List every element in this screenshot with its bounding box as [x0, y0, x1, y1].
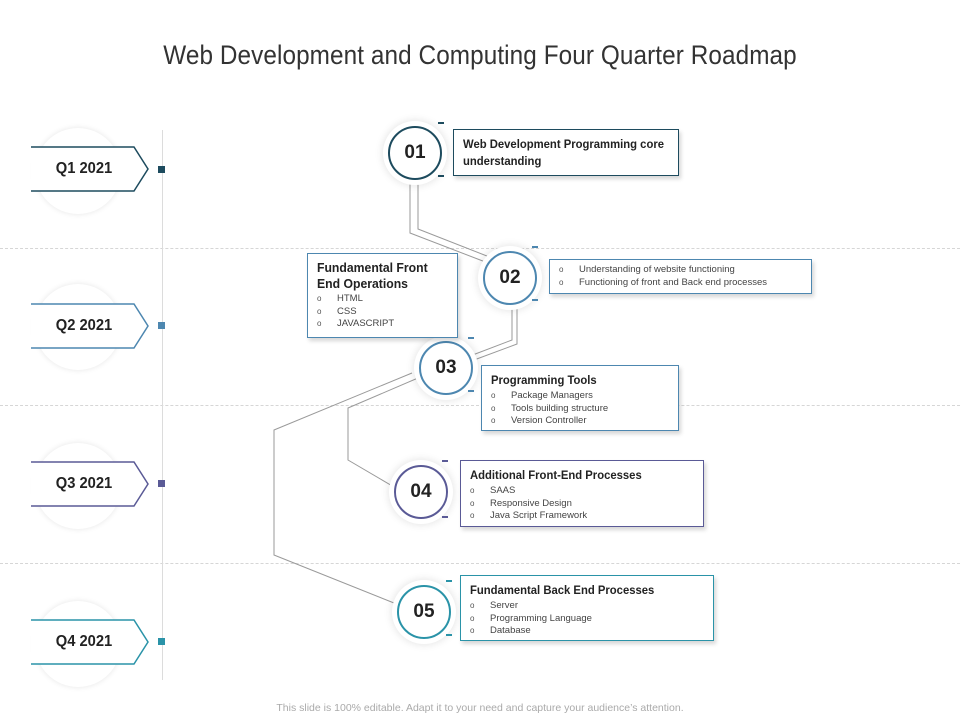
card-list: o SAAS o Responsive Design o Java Script Fr… — [470, 485, 694, 523]
list-item: o Programming Language — [470, 612, 592, 624]
list-item: o Database — [470, 625, 531, 636]
quarter-marker — [158, 480, 165, 487]
card-title: Fundamental Back End Processes — [470, 583, 655, 597]
quarter-marker — [158, 638, 165, 645]
page-title: Web Development and Computing Four Quart… — [163, 40, 797, 70]
node-tick — [468, 390, 474, 392]
card-title: Programming Tools — [491, 373, 597, 387]
quarter-label: Q4 2021 — [55, 633, 113, 650]
quarter-label: Q2 2021 — [55, 317, 113, 334]
quarter-marker — [158, 322, 165, 329]
quarter-tag-q2: Q2 2021 — [30, 303, 150, 349]
milestone-node-03: 03 — [419, 341, 473, 395]
node-tick — [532, 246, 538, 248]
card-title: Fundamental Front End Operations — [317, 260, 428, 291]
row-separator — [0, 405, 960, 406]
list-item: o SAAS — [470, 485, 516, 496]
milestone-card-01: Web Development Programming core underst… — [453, 129, 679, 176]
milestone-card-04: Additional Front-End Processes o SAAS o Re… — [460, 460, 704, 527]
milestone-card-front-end: Fundamental Front End Operations o HTML o… — [307, 253, 458, 338]
node-tick — [446, 634, 452, 636]
node-tick — [442, 516, 448, 518]
milestone-node-04: 04 — [394, 465, 448, 519]
node-tick — [446, 580, 452, 582]
quarter-tag-q3: Q3 2021 — [30, 461, 150, 507]
list-item: o Responsive Design — [470, 497, 572, 509]
card-title: Web Development Programming core underst… — [463, 137, 664, 168]
node-tick — [438, 122, 444, 124]
milestone-card-03: Programming Tools o Package Managers o Too… — [481, 365, 679, 431]
list-item: o JAVASCRIPT — [317, 318, 395, 329]
row-separator — [0, 248, 960, 249]
quarter-label: Q3 2021 — [55, 475, 113, 492]
milestone-node-02: 02 — [483, 251, 537, 305]
node-tick — [442, 460, 448, 462]
milestone-node-01: 01 — [388, 126, 442, 180]
list-item: o Package Managers — [491, 390, 593, 401]
quarter-tag-q4: Q4 2021 — [30, 619, 150, 665]
quarter-marker — [158, 166, 165, 173]
milestone-card-05: Fundamental Back End Processes o Server o… — [460, 575, 714, 641]
node-tick — [468, 337, 474, 339]
milestone-node-05: 05 — [397, 585, 451, 639]
list-item: o HTML — [317, 293, 363, 304]
list-item: o Understanding of website functioning — [559, 264, 735, 275]
list-item: o Java Script Framework — [470, 510, 588, 521]
card-title: Additional Front-End Processes — [470, 468, 642, 482]
quarter-label: Q1 2021 — [55, 160, 113, 177]
quarter-tag-q1: Q1 2021 — [30, 146, 150, 192]
card-list: o HTML o CSS o JAVASCRIPT — [317, 293, 448, 331]
row-separator — [0, 563, 960, 564]
list-item: o CSS — [317, 305, 357, 317]
list-item: o Functioning of front and Back end proce… — [559, 276, 768, 288]
node-tick — [438, 175, 444, 177]
list-item: o Tools building structure — [491, 402, 609, 414]
list-item: o Version Controller — [491, 415, 587, 426]
timeline-axis — [162, 130, 163, 680]
card-list: o Package Managers o Tools building struct… — [491, 390, 669, 428]
list-item: o Server — [470, 600, 518, 611]
node-tick — [532, 299, 538, 301]
card-list: o Server o Programming Language o Database — [470, 600, 704, 638]
footer-note: This slide is 100% editable. Adapt it to… — [276, 702, 684, 714]
